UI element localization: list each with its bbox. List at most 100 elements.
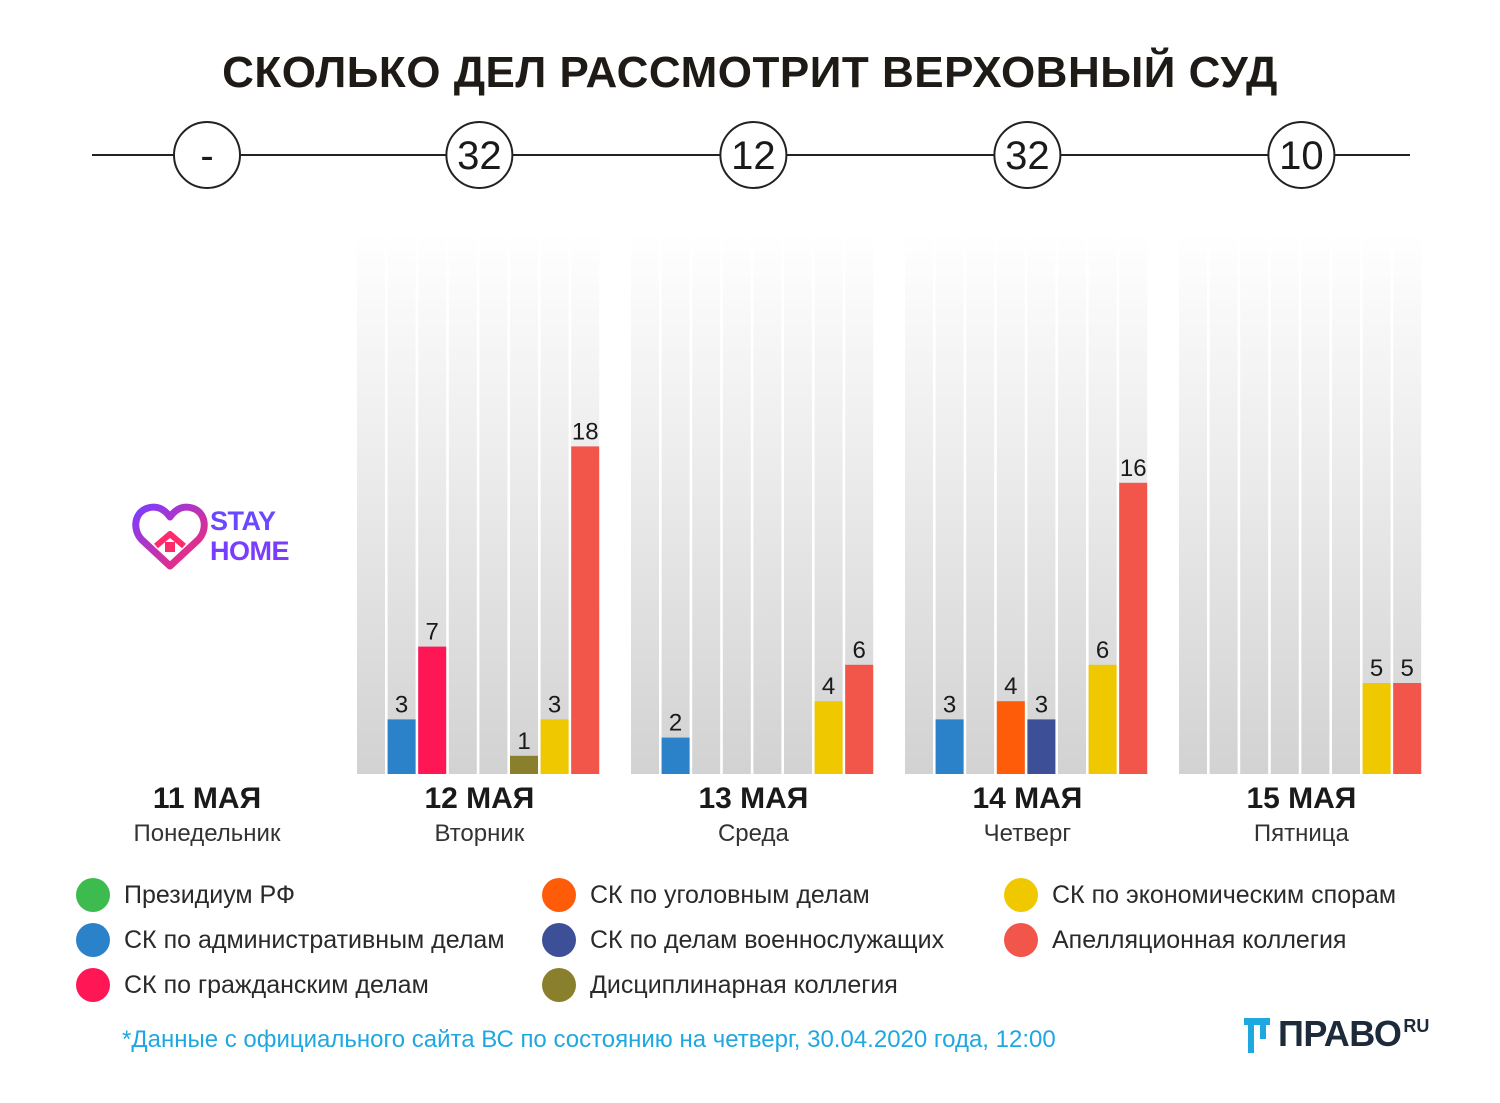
- bar-value-label: 5: [1401, 655, 1414, 682]
- column-background: [1209, 232, 1238, 774]
- column-background: [692, 232, 721, 774]
- bar-value-label: 1: [517, 728, 530, 755]
- legend-item: Апелляционная коллегия: [1004, 920, 1346, 960]
- legend-label: СК по делам военнослужащих: [590, 925, 945, 954]
- column-background: [996, 232, 1025, 774]
- bar-value-label: 3: [548, 691, 561, 718]
- column-background: [935, 232, 964, 774]
- legend-label: СК по гражданским делам: [124, 970, 429, 999]
- column-background: [1301, 232, 1330, 774]
- bar: [996, 701, 1025, 774]
- column-background: [510, 232, 538, 774]
- bar-value-label: 5: [1370, 655, 1383, 682]
- weekday-label: Понедельник: [134, 820, 281, 847]
- weekday-label: Вторник: [435, 820, 525, 847]
- total-circle: [719, 121, 788, 189]
- bar-value-label: 4: [822, 673, 835, 700]
- column-background: [357, 232, 385, 774]
- column-background: [387, 232, 416, 774]
- legend-label: Президиум РФ: [124, 880, 295, 909]
- bar-value-label: 2: [669, 710, 682, 737]
- bar: [387, 719, 416, 774]
- legend-color-swatch: [1004, 878, 1038, 912]
- legend-label: СК по административным делам: [124, 925, 505, 954]
- legend-color-swatch: [542, 878, 576, 912]
- column-background: [722, 232, 751, 774]
- legend-color-swatch: [76, 968, 110, 1002]
- chart-title: СКОЛЬКО ДЕЛ РАССМОТРИТ ВЕРХОВНЫЙ СУД: [222, 48, 1278, 97]
- stay-home-heart-icon: [132, 503, 208, 570]
- bar-value-label: 3: [943, 691, 956, 718]
- date-label: 14 МАЯ: [972, 782, 1082, 815]
- weekday-label: Четверг: [984, 820, 1072, 847]
- bar-value-label: 16: [1120, 455, 1147, 482]
- legend-item: СК по административным делам: [76, 920, 505, 960]
- legend-color-swatch: [76, 923, 110, 957]
- weekday-label: Пятница: [1254, 820, 1350, 847]
- bar-value-label: 6: [1096, 637, 1109, 664]
- legend-label: СК по уголовным делам: [590, 880, 870, 909]
- legend-label: СК по экономическим спорам: [1052, 880, 1397, 909]
- column-background: [1179, 232, 1207, 774]
- column-background: [1240, 232, 1269, 774]
- column-background: [661, 232, 690, 774]
- total-circle: [993, 121, 1062, 189]
- bar: [1088, 664, 1117, 774]
- bar: [661, 737, 690, 774]
- date-label: 12 МАЯ: [424, 782, 534, 815]
- column-background: [905, 232, 933, 774]
- bar: [418, 646, 447, 774]
- total-circle: [1267, 121, 1336, 189]
- legend-color-swatch: [542, 968, 576, 1002]
- logo-word: ПРАВО: [1278, 1013, 1402, 1054]
- total-circle: [173, 121, 241, 189]
- column-background: [1058, 232, 1086, 774]
- legend-item: СК по экономическим спорам: [1004, 875, 1396, 915]
- bar: [935, 719, 964, 774]
- stay-home-line2: HOME: [210, 536, 290, 566]
- column-background: [753, 232, 782, 774]
- column-background: [784, 232, 812, 774]
- footnote: *Данные с официального сайта ВС по состо…: [122, 1026, 1056, 1053]
- stay-home-line1: STAY: [210, 506, 276, 536]
- bar: [540, 719, 569, 774]
- pravo-logo-icon: [1244, 1018, 1270, 1053]
- total-label: 32: [457, 134, 502, 178]
- legend-item: Президиум РФ: [76, 875, 295, 915]
- legend-item: СК по гражданским делам: [76, 965, 429, 1005]
- bar-value-label: 4: [1004, 673, 1017, 700]
- legend-item: СК по делам военнослужащих: [542, 920, 944, 960]
- date-label: 15 МАЯ: [1246, 782, 1356, 815]
- bar: [1362, 683, 1391, 774]
- column-background: [1270, 232, 1299, 774]
- bar: [845, 664, 874, 774]
- bar: [510, 755, 538, 774]
- bar-value-label: 6: [853, 637, 866, 664]
- column-background: [631, 232, 659, 774]
- total-label: 32: [1005, 134, 1050, 178]
- bar: [1393, 683, 1422, 774]
- column-background: [966, 232, 995, 774]
- bar-value-label: 3: [395, 691, 408, 718]
- bar: [1119, 482, 1148, 774]
- stay-home-badge: STAY HOME: [132, 502, 290, 572]
- legend-label: Апелляционная коллегия: [1052, 925, 1347, 954]
- date-label: 13 МАЯ: [698, 782, 808, 815]
- legend-item: СК по уголовным делам: [542, 875, 870, 915]
- legend-label: Дисциплинарная коллегия: [590, 970, 898, 999]
- column-background: [540, 232, 569, 774]
- column-background: [448, 232, 477, 774]
- pravo-ru-logo: ПРАВО RU: [1242, 1012, 1429, 1056]
- legend-item: Дисциплинарная коллегия: [542, 965, 898, 1005]
- bar: [1027, 719, 1056, 774]
- total-circle: [445, 121, 514, 189]
- date-label: 11 МАЯ: [153, 782, 261, 815]
- bar: [571, 446, 600, 774]
- bar-value-label: 3: [1035, 691, 1048, 718]
- weekday-label: Среда: [718, 820, 790, 847]
- legend-color-swatch: [542, 923, 576, 957]
- column-background: [1027, 232, 1056, 774]
- legend-color-swatch: [1004, 923, 1038, 957]
- total-label: 10: [1279, 134, 1324, 178]
